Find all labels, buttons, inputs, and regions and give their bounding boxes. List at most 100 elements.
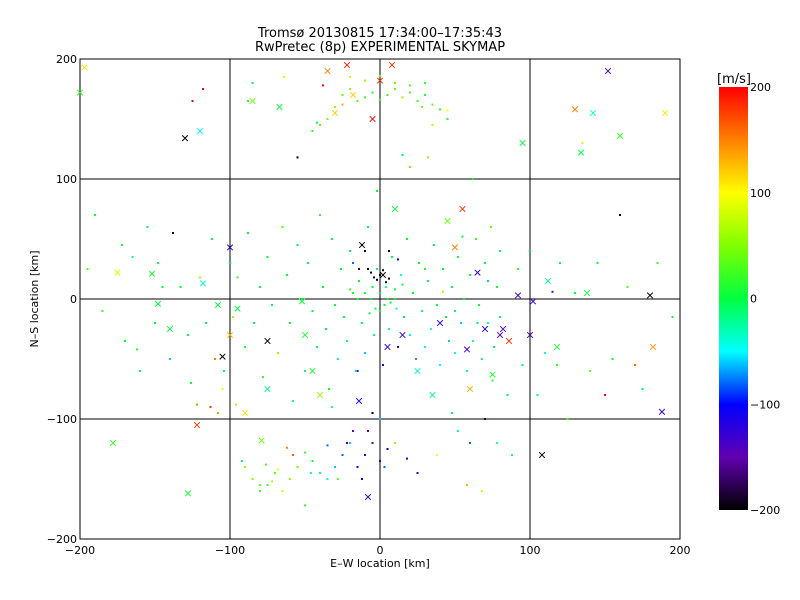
data-point-dot (241, 460, 243, 462)
data-point-dot (334, 466, 336, 468)
data-point-x (466, 385, 474, 393)
data-point-dot (367, 430, 369, 432)
data-point-dot (511, 454, 513, 456)
data-point-dot (316, 346, 318, 348)
colorbar-tick-label: 0 (750, 293, 757, 306)
data-point-dot (463, 298, 465, 300)
data-point-x (489, 371, 496, 378)
data-point-dot (161, 286, 164, 288)
data-point-dot (154, 322, 156, 324)
data-point-dot (379, 310, 381, 312)
data-point-x (76, 89, 84, 96)
data-point-dot (382, 269, 384, 272)
data-point-x (649, 343, 657, 351)
data-point-dot (427, 280, 429, 282)
data-point-dot (442, 268, 444, 270)
data-point-dot (307, 262, 309, 264)
data-point-dot (389, 301, 392, 304)
data-point-dot (232, 316, 234, 318)
data-point-dot (401, 154, 404, 156)
data-point-dot (626, 286, 629, 288)
data-point-x (196, 127, 204, 135)
data-point-dot (394, 88, 396, 90)
data-point-dot (566, 418, 569, 420)
data-point-dot (383, 466, 386, 468)
data-point-x (148, 270, 156, 277)
data-point-dot (401, 283, 404, 286)
data-point-dot (445, 316, 447, 318)
data-point-dot (86, 268, 89, 270)
data-point-dot (469, 274, 471, 276)
data-point-dot (281, 226, 284, 228)
data-point-dot (190, 382, 192, 384)
data-point-dot (431, 103, 434, 106)
data-point-dot (460, 322, 462, 324)
data-point-x (505, 337, 513, 345)
data-point-dot (556, 364, 558, 366)
data-point-dot (397, 346, 399, 348)
data-point-dot (671, 316, 674, 318)
data-point-dot (481, 358, 483, 360)
y-tick-label: −200 (47, 533, 77, 546)
data-point-dot (328, 388, 330, 390)
data-point-x (583, 289, 591, 297)
data-point-x (324, 67, 331, 75)
data-point-x (379, 271, 387, 279)
data-point-dot (386, 298, 389, 300)
data-point-dot (277, 468, 279, 471)
data-point-dot (214, 358, 216, 360)
data-point-dot (388, 277, 390, 280)
data-point-dot (400, 274, 402, 276)
data-point-dot (289, 478, 291, 480)
data-point-dot (472, 178, 474, 180)
data-point-x (154, 300, 162, 307)
data-point-dot (446, 118, 449, 120)
data-point-dot (416, 100, 419, 102)
data-point-dot (325, 328, 327, 330)
x-axis-label: E–W location [km] (330, 557, 430, 570)
data-point-dot (319, 472, 321, 474)
data-point-dot (274, 472, 276, 474)
data-point-dot (146, 226, 149, 228)
data-point-dot (421, 310, 423, 312)
data-point-dot (311, 310, 314, 312)
data-point-dot (259, 490, 261, 492)
data-point-dot (412, 292, 414, 294)
chart-subtitle: RwPretec (8p) EXPERIMENTAL SKYMAP (255, 40, 505, 55)
data-point-dot (326, 478, 329, 480)
y-tick-label: −100 (47, 413, 77, 426)
data-point-x (376, 77, 384, 84)
data-point-dot (367, 268, 369, 270)
data-point-dot (409, 334, 411, 336)
data-point-dot (461, 235, 464, 238)
data-point-dot (283, 76, 285, 78)
colorbar-tick-label: 200 (750, 81, 771, 94)
data-point-dot (304, 370, 306, 372)
data-point-dot (581, 142, 584, 144)
data-point-x (496, 331, 504, 339)
data-point-dot (337, 478, 339, 480)
data-point-x (81, 64, 88, 71)
data-point-dot (589, 370, 591, 372)
data-point-dot (529, 250, 531, 252)
data-point-dot (334, 106, 336, 108)
data-point-x (384, 343, 391, 351)
data-point-dot (376, 268, 378, 270)
data-point-dot (439, 108, 441, 111)
data-point-dot (476, 322, 479, 324)
data-point-dot (311, 460, 314, 462)
data-point-dot (379, 98, 381, 101)
data-point-dot (331, 406, 333, 408)
data-point-x (355, 397, 363, 405)
data-point-dot (418, 262, 420, 264)
data-point-dot (337, 358, 339, 360)
data-point-dot (349, 76, 351, 78)
data-point-x (436, 319, 444, 327)
data-point-dot (379, 460, 381, 462)
data-point-x (604, 67, 612, 75)
data-point-x (463, 346, 471, 353)
data-point-dot (427, 156, 429, 159)
data-point-x (616, 132, 624, 139)
data-point-dot (301, 298, 303, 300)
